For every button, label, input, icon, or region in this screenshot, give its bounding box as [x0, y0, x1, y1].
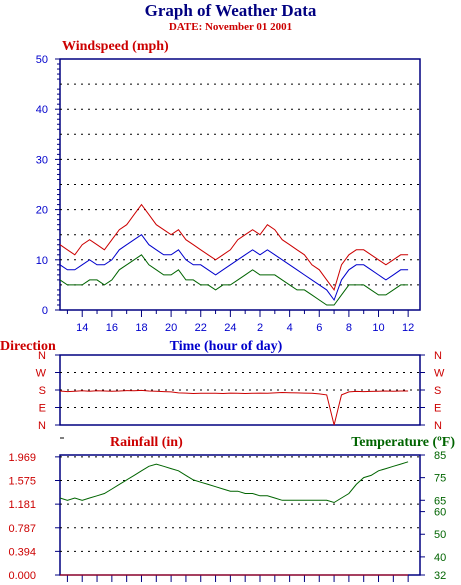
rainfall-ytick-label: 0.394: [8, 546, 36, 558]
xtick-label: 2: [257, 322, 263, 334]
direction-label-left: S: [39, 385, 46, 397]
rainfall-ytick-label: 1.181: [8, 499, 36, 511]
ytick-label: 50: [36, 54, 48, 66]
rain-temp-frame: [59, 454, 421, 576]
rainfall-ytick-label: 1.969: [8, 452, 36, 464]
ytick-label: 40: [36, 104, 48, 116]
temperature-ytick-label: 75: [434, 473, 446, 485]
temperature-ytick-label: 40: [434, 552, 446, 564]
direction-frame: [59, 354, 421, 426]
temperature-line: [59, 461, 409, 504]
red-wind-line: [59, 203, 409, 292]
direction-label-left: N: [38, 420, 46, 432]
direction-label-right: S: [434, 385, 441, 397]
ytick-label: 20: [36, 205, 48, 217]
date-subtitle: DATE: November 01 2001: [168, 21, 293, 33]
rain-temp-gridlines: [60, 456, 420, 552]
windspeed-yticks: 0 10 20 30 40 50: [36, 54, 60, 317]
direction-label-right: E: [434, 403, 441, 415]
xtick-label: 10: [372, 322, 384, 334]
direction-label-left: E: [39, 403, 46, 415]
windspeed-xticks: 14 16 18 20 22 24 2 4 6 8 10 12: [66, 310, 414, 334]
xtick-label: 16: [106, 322, 118, 334]
ytick-label: 10: [36, 255, 48, 267]
rainfall-ytick-label: 0.000: [8, 570, 36, 582]
temperature-ytick-label: 50: [434, 529, 446, 541]
ytick-label: 30: [36, 154, 48, 166]
ytick-label: 0: [42, 305, 48, 317]
direction-series: [59, 389, 409, 426]
rainfall-title: Rainfall (in): [110, 435, 183, 450]
green-wind-line: [59, 254, 409, 306]
page-title: Graph of Weather Data: [144, 1, 317, 20]
rain-temp-xticks: [60, 437, 409, 582]
direction-title: Direction: [0, 339, 56, 354]
rainfall-ytick-label: 0.787: [8, 523, 36, 535]
xtick-label: 8: [346, 322, 352, 334]
temperature-series: [59, 461, 409, 576]
temperature-ytick-label: 85: [434, 450, 446, 462]
rainfall-ytick-label: 1.575: [8, 476, 36, 488]
xtick-label: 18: [135, 322, 147, 334]
direction-label-right: W: [434, 368, 445, 380]
xtick-label: 6: [316, 322, 322, 334]
direction-gridlines: [60, 372, 420, 408]
windspeed-frame: [59, 58, 421, 311]
xtick-label: 22: [195, 322, 207, 334]
xtick-label: 14: [76, 322, 88, 334]
rain-temp-panel: 0.000 0.394 0.787 1.181 1.575 1.969 32 40 50 606…: [8, 435, 455, 582]
direction-label-left: N: [38, 350, 46, 362]
rainfall-yticks: 0.000 0.394 0.787 1.181 1.575 1.969: [8, 452, 60, 582]
temperature-ytick-label: 60: [434, 507, 446, 519]
direction-label-right: N: [434, 350, 442, 362]
xtick-label: 12: [402, 322, 414, 334]
windspeed-title: Windspeed (mph): [62, 39, 169, 54]
direction-label-right: N: [434, 420, 442, 432]
direction-line: [59, 389, 409, 426]
xtick-label: 4: [287, 322, 293, 334]
temperature-ytick-label: 32: [434, 570, 446, 582]
xtick-label: 20: [165, 322, 177, 334]
xtick-label: 24: [224, 322, 236, 334]
windspeed-series: [59, 203, 409, 306]
time-axis-label: Time (hour of day): [170, 339, 283, 354]
temperature-title: Temperature (ºF): [351, 435, 455, 450]
windspeed-gridlines: [60, 83, 420, 286]
blue-wind-line: [59, 234, 409, 302]
direction-label-left: W: [36, 368, 47, 380]
temperature-ytick-label: 65: [434, 495, 446, 507]
